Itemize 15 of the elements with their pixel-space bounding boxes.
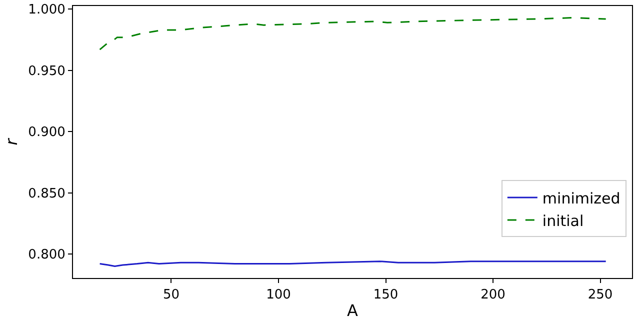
x-tick-label: 250 — [588, 288, 613, 303]
y-tick-label: 0.900 — [28, 125, 66, 140]
x-tick-label: 100 — [266, 288, 291, 303]
y-tick-label: 0.850 — [28, 186, 66, 202]
legend-label: minimized — [542, 189, 620, 208]
x-tick-label: 150 — [373, 288, 398, 303]
x-tick-label: 200 — [480, 288, 506, 303]
y-tick-label: 0.800 — [28, 248, 66, 263]
line-series — [99, 17, 607, 50]
legend-label: initial — [542, 212, 584, 230]
y-axis-title: r — [2, 137, 22, 146]
x-axis-title: A — [347, 301, 358, 320]
y-tick-label: 1.000 — [28, 2, 66, 18]
x-tick-label: 50 — [162, 288, 180, 303]
y-tick-label: 0.950 — [28, 64, 66, 79]
